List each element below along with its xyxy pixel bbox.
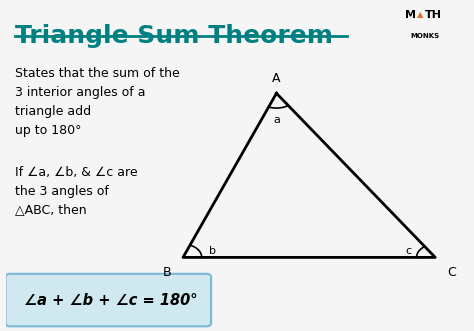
Text: ∠a + ∠b + ∠c = 180°: ∠a + ∠b + ∠c = 180° bbox=[24, 293, 198, 307]
Text: a: a bbox=[273, 115, 280, 125]
Text: M: M bbox=[405, 10, 416, 20]
Text: Triangle Sum Theorem: Triangle Sum Theorem bbox=[15, 24, 333, 48]
Text: B: B bbox=[163, 265, 172, 279]
Text: MONKS: MONKS bbox=[410, 32, 439, 39]
FancyBboxPatch shape bbox=[6, 274, 211, 326]
Text: ▲: ▲ bbox=[417, 10, 424, 19]
Text: b: b bbox=[209, 246, 216, 256]
Text: A: A bbox=[272, 72, 281, 85]
Text: c: c bbox=[406, 246, 412, 256]
Text: States that the sum of the
3 interior angles of a
triangle add
up to 180°: States that the sum of the 3 interior an… bbox=[15, 67, 180, 137]
Text: TH: TH bbox=[425, 10, 442, 20]
Text: If ∠a, ∠b, & ∠c are
the 3 angles of
△ABC, then: If ∠a, ∠b, & ∠c are the 3 angles of △ABC… bbox=[15, 166, 137, 216]
Text: C: C bbox=[447, 265, 456, 279]
